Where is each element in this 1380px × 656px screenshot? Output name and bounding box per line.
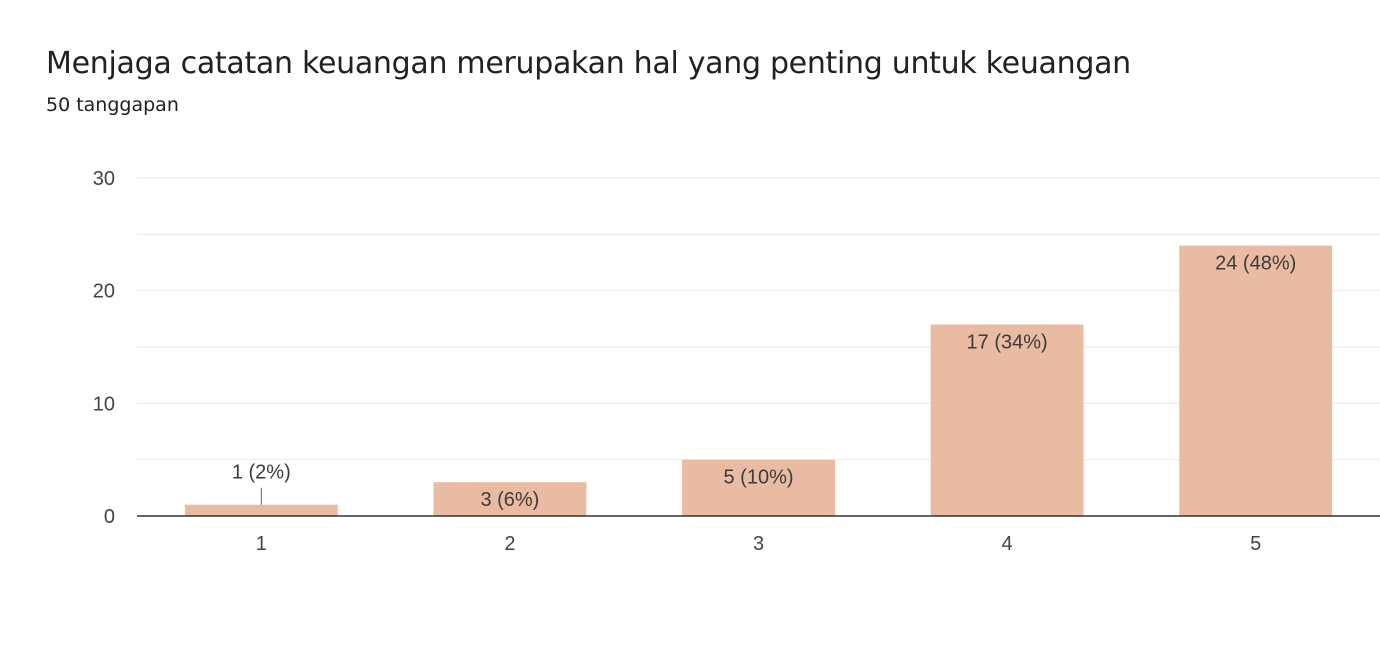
data-label: 1 (2%) <box>232 462 291 484</box>
bar <box>1179 245 1333 516</box>
data-label: 5 (10%) <box>723 467 793 489</box>
data-label: 3 (6%) <box>480 489 539 511</box>
data-label: 17 (34%) <box>967 331 1048 353</box>
response-count: 50 tanggapan <box>46 94 179 116</box>
x-tick-label: 4 <box>1002 533 1013 555</box>
bar <box>930 324 1084 516</box>
bar <box>433 482 587 516</box>
y-tick-label: 30 <box>93 168 115 190</box>
bar <box>682 459 835 516</box>
bar <box>184 504 338 516</box>
x-tick-label: 3 <box>753 533 764 555</box>
y-tick-label: 10 <box>93 393 115 415</box>
chart-title: Menjaga catatan keuangan merupakan hal y… <box>46 46 1131 81</box>
x-tick-label: 1 <box>256 533 267 555</box>
data-label: 24 (48%) <box>1215 253 1296 275</box>
y-tick-label: 20 <box>93 281 115 303</box>
y-tick-label: 0 <box>104 506 115 528</box>
x-tick-label: 2 <box>504 533 515 555</box>
x-tick-label: 5 <box>1250 533 1261 555</box>
